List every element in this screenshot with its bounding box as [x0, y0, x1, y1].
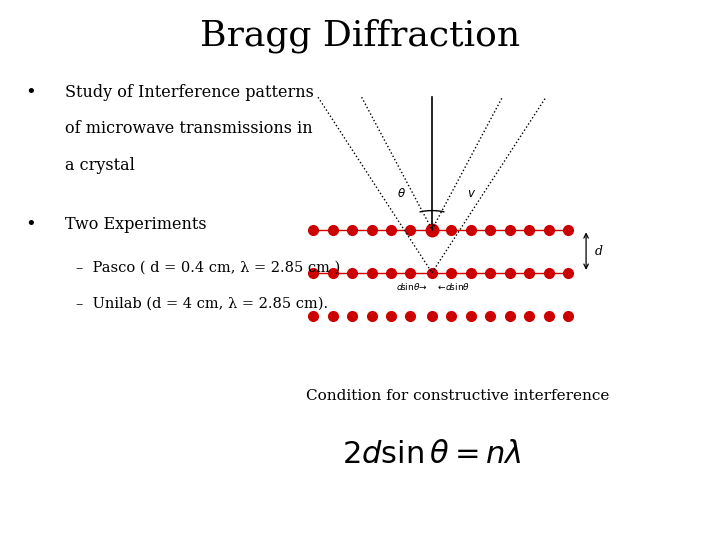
Text: $\theta$: $\theta$: [397, 187, 406, 200]
Text: d: d: [595, 245, 603, 258]
Text: •: •: [25, 84, 36, 102]
Text: Study of Interference patterns: Study of Interference patterns: [65, 84, 314, 100]
Text: of microwave transmissions in: of microwave transmissions in: [65, 120, 312, 137]
Text: Bragg Diffraction: Bragg Diffraction: [200, 19, 520, 53]
Text: –  Unilab (d = 4 cm, λ = 2.85 cm).: – Unilab (d = 4 cm, λ = 2.85 cm).: [76, 297, 328, 311]
Text: a crystal: a crystal: [65, 157, 135, 174]
Text: $v$: $v$: [467, 187, 476, 200]
Text: $d\!\sin\!\theta\!\rightarrow$: $d\!\sin\!\theta\!\rightarrow$: [397, 281, 428, 292]
Text: $\leftarrow\!d\!\sin\!\theta$: $\leftarrow\!d\!\sin\!\theta$: [436, 281, 469, 292]
Text: •: •: [25, 216, 36, 234]
Text: Condition for constructive interference: Condition for constructive interference: [305, 389, 609, 403]
Text: Two Experiments: Two Experiments: [65, 216, 207, 233]
Text: $2d\sin\theta = n\lambda$: $2d\sin\theta = n\lambda$: [342, 440, 522, 469]
Text: –  Pasco ( d = 0.4 cm, λ = 2.85 cm ): – Pasco ( d = 0.4 cm, λ = 2.85 cm ): [76, 260, 340, 274]
